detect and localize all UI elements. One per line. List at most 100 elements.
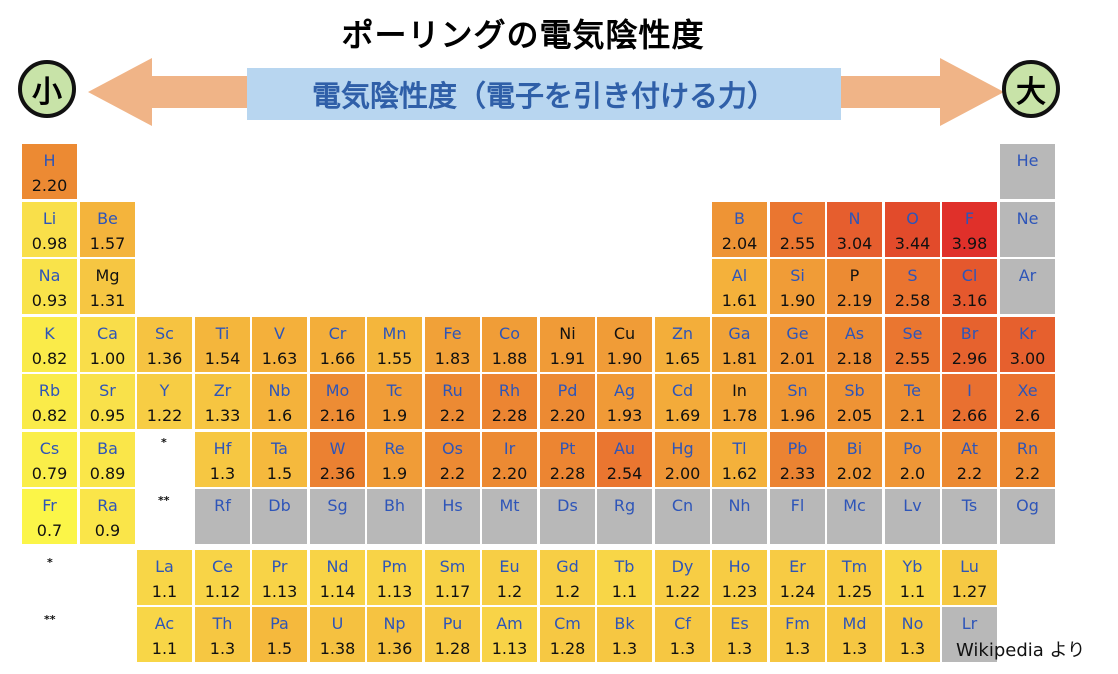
element-cell-hs: Hs <box>424 488 481 545</box>
element-symbol: Pu <box>442 614 463 633</box>
element-symbol: Og <box>1016 496 1039 515</box>
element-symbol: Sb <box>844 381 865 400</box>
electronegativity-value: 1.91 <box>549 349 586 368</box>
element-cell-cl: Cl 3.16 <box>941 258 998 315</box>
element-cell-he: He <box>999 143 1056 200</box>
element-cell-se: Se 2.55 <box>884 316 941 373</box>
electronegativity-value: 1.78 <box>721 406 758 425</box>
element-symbol: Tl <box>732 439 747 458</box>
element-cell-tc: Tc 1.9 <box>366 373 423 430</box>
electronegativity-value: 2.28 <box>491 406 528 425</box>
electronegativity-value: 2.01 <box>779 349 816 368</box>
element-symbol: Cs <box>39 439 60 458</box>
element-cell-rg: Rg <box>596 488 653 545</box>
element-symbol: U <box>331 614 344 633</box>
electronegativity-value: 1.90 <box>606 349 643 368</box>
electronegativity-value: 1.3 <box>209 464 236 483</box>
electronegativity-value: 2.33 <box>779 464 816 483</box>
element-symbol: Cd <box>671 381 694 400</box>
element-cell-cu: Cu 1.90 <box>596 316 653 373</box>
element-symbol: Bk <box>614 614 635 633</box>
electronegativity-value: 1.54 <box>204 349 241 368</box>
element-symbol: Ra <box>97 496 118 515</box>
element-cell-kr: Kr 3.00 <box>999 316 1056 373</box>
electronegativity-value: 1.55 <box>376 349 413 368</box>
element-symbol: S <box>907 266 918 285</box>
element-cell-pt: Pt 2.28 <box>539 431 596 488</box>
electronegativity-value: 1.65 <box>664 349 701 368</box>
electronegativity-value: 2.1 <box>899 406 926 425</box>
element-cell-tb: Tb 1.1 <box>596 549 653 606</box>
element-symbol: Eu <box>499 557 520 576</box>
element-symbol: Dy <box>671 557 694 576</box>
electronegativity-value: 2.04 <box>721 234 758 253</box>
element-cell-sr: Sr 0.95 <box>79 373 136 430</box>
element-symbol: As <box>844 324 865 343</box>
element-symbol: W <box>329 439 346 458</box>
element-symbol: Lr <box>961 614 978 633</box>
element-symbol: Os <box>442 439 463 458</box>
element-symbol: Pd <box>557 381 578 400</box>
electronegativity-value: 1.14 <box>319 582 356 601</box>
electronegativity-value: 3.04 <box>836 234 873 253</box>
element-cell-nh: Nh <box>711 488 768 545</box>
electronegativity-value: 1.13 <box>376 582 413 601</box>
lanthanoid-marker-row: * <box>47 556 53 569</box>
element-cell-w: W 2.36 <box>309 431 366 488</box>
electronegativity-value: 2.0 <box>899 464 926 483</box>
element-symbol: Ar <box>1018 266 1037 285</box>
element-symbol: P <box>849 266 860 285</box>
element-symbol: Sc <box>155 324 174 343</box>
electronegativity-value: 2.2 <box>439 464 466 483</box>
electronegativity-value: 3.00 <box>1009 349 1046 368</box>
element-symbol: Ta <box>271 439 288 458</box>
element-cell-u: U 1.38 <box>309 606 366 663</box>
element-cell-na: Na 0.93 <box>21 258 78 315</box>
element-symbol: Nb <box>268 381 291 400</box>
element-symbol: Mg <box>95 266 120 285</box>
electronegativity-value: 2.16 <box>319 406 356 425</box>
electronegativity-value: 1.00 <box>89 349 126 368</box>
element-symbol: Bi <box>846 439 863 458</box>
element-cell-p: P 2.19 <box>826 258 883 315</box>
element-cell-lv: Lv <box>884 488 941 545</box>
element-cell-ba: Ba 0.89 <box>79 431 136 488</box>
element-cell-hg: Hg 2.00 <box>654 431 711 488</box>
element-symbol: Ge <box>786 324 809 343</box>
element-symbol: K <box>44 324 55 343</box>
element-cell-tl: Tl 1.62 <box>711 431 768 488</box>
element-cell-re: Re 1.9 <box>366 431 423 488</box>
element-cell-rf: Rf <box>194 488 251 545</box>
electronegativity-value: 1.83 <box>434 349 471 368</box>
electronegativity-value: 0.98 <box>31 234 68 253</box>
element-symbol: Mc <box>843 496 866 515</box>
element-symbol: Rn <box>1016 439 1039 458</box>
element-symbol: Mo <box>325 381 350 400</box>
element-cell-b: B 2.04 <box>711 201 768 258</box>
electronegativity-value: 1.27 <box>951 582 988 601</box>
electronegativity-value: 1.17 <box>434 582 471 601</box>
electronegativity-value: 3.16 <box>951 291 988 310</box>
element-cell-sb: Sb 2.05 <box>826 373 883 430</box>
element-symbol: Ho <box>728 557 751 576</box>
element-cell-at: At 2.2 <box>941 431 998 488</box>
element-cell-ru: Ru 2.2 <box>424 373 481 430</box>
element-cell-dy: Dy 1.22 <box>654 549 711 606</box>
element-cell-zr: Zr 1.33 <box>194 373 251 430</box>
electronegativity-value: 1.3 <box>784 639 811 658</box>
element-cell-eu: Eu 1.2 <box>481 549 538 606</box>
element-symbol: Hf <box>213 439 232 458</box>
element-cell-ga: Ga 1.81 <box>711 316 768 373</box>
element-cell-ts: Ts <box>941 488 998 545</box>
element-cell-k: K 0.82 <box>21 316 78 373</box>
electronegativity-value: 1.5 <box>266 464 293 483</box>
element-symbol: Rg <box>613 496 636 515</box>
element-cell-bi: Bi 2.02 <box>826 431 883 488</box>
electronegativity-value: 1.23 <box>721 582 758 601</box>
element-symbol: Po <box>903 439 922 458</box>
element-cell-v: V 1.63 <box>251 316 308 373</box>
element-cell-es: Es 1.3 <box>711 606 768 663</box>
element-symbol: Cr <box>328 324 347 343</box>
electronegativity-value: 0.93 <box>31 291 68 310</box>
element-cell-fr: Fr 0.7 <box>21 488 78 545</box>
